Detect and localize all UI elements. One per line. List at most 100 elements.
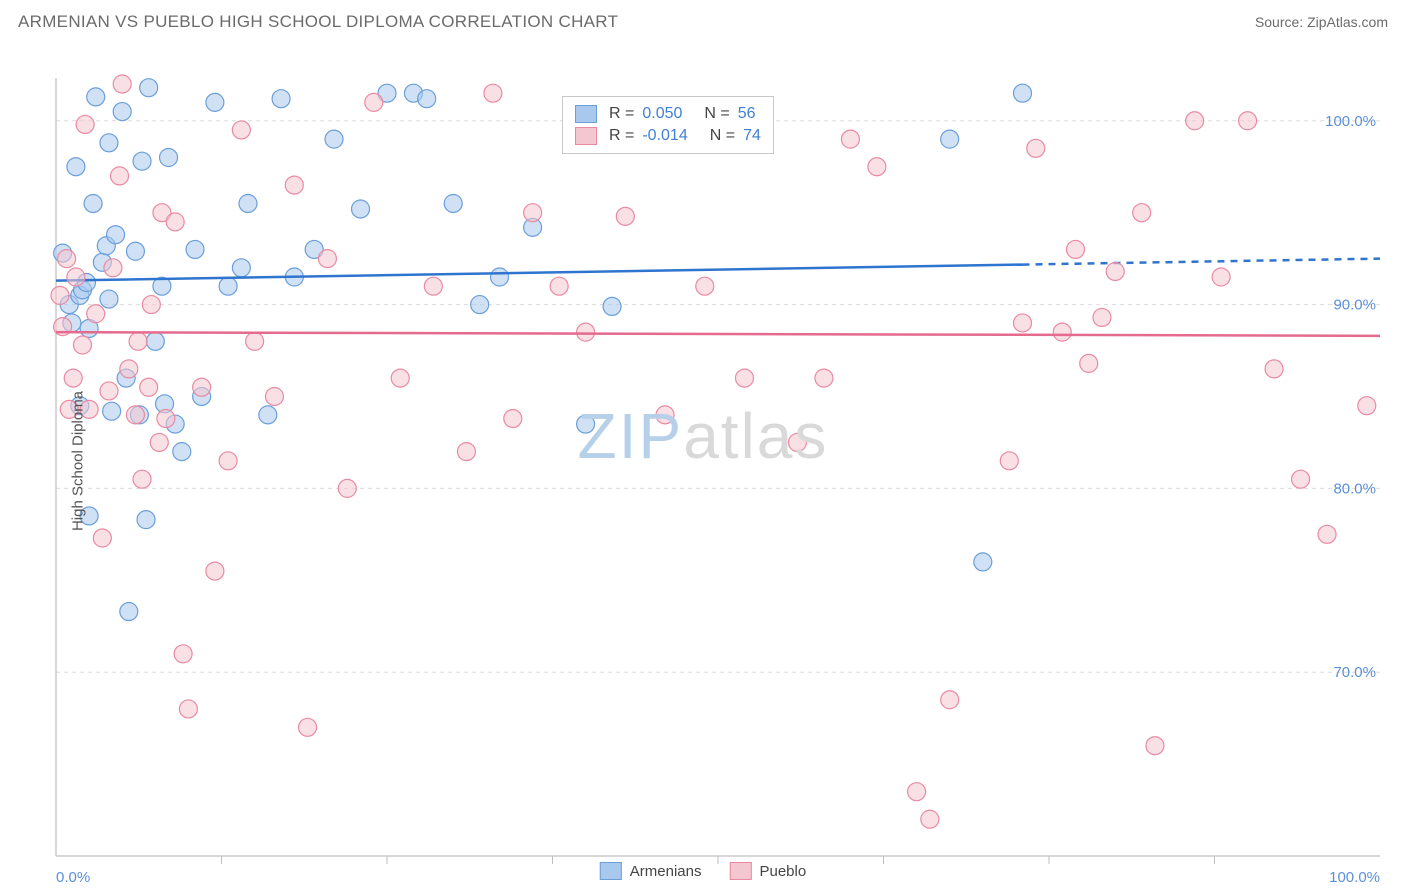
chart-area: High School Diploma 70.0%80.0%90.0%100.0… <box>0 36 1406 886</box>
data-point <box>735 369 753 387</box>
data-point <box>491 268 509 286</box>
data-point <box>325 130 343 148</box>
chart-source: Source: ZipAtlas.com <box>1255 14 1388 30</box>
data-point <box>133 152 151 170</box>
data-point <box>471 296 489 314</box>
data-point <box>232 121 250 139</box>
data-point <box>457 443 475 461</box>
data-point <box>1358 397 1376 415</box>
data-point <box>206 93 224 111</box>
data-point <box>186 240 204 258</box>
data-point <box>107 226 125 244</box>
data-point <box>1146 737 1164 755</box>
data-point <box>616 207 634 225</box>
legend-item: Pueblo <box>729 862 806 880</box>
data-point <box>365 93 383 111</box>
data-point <box>265 387 283 405</box>
data-point <box>788 433 806 451</box>
data-point <box>157 410 175 428</box>
data-point <box>219 277 237 295</box>
data-point <box>1093 308 1111 326</box>
data-point <box>120 603 138 621</box>
stats-legend-box: R = 0.050N =56R =-0.014N =74 <box>562 96 774 154</box>
data-point <box>577 323 595 341</box>
series-legend: Armenians Pueblo <box>600 862 806 880</box>
data-point <box>504 410 522 428</box>
data-point <box>1080 354 1098 372</box>
data-point <box>418 90 436 108</box>
data-point <box>100 382 118 400</box>
data-point <box>142 296 160 314</box>
series-swatch <box>575 127 597 145</box>
data-point <box>941 130 959 148</box>
data-point <box>941 691 959 709</box>
legend-label: Pueblo <box>759 863 806 880</box>
data-point <box>1027 139 1045 157</box>
y-tick-label: 70.0% <box>1333 664 1376 681</box>
data-point <box>1212 268 1230 286</box>
data-point <box>100 134 118 152</box>
data-point <box>338 479 356 497</box>
data-point <box>129 332 147 350</box>
data-point <box>76 115 94 133</box>
x-tick-label: 0.0% <box>56 869 90 886</box>
data-point <box>550 277 568 295</box>
data-point <box>299 718 317 736</box>
data-point <box>1265 360 1283 378</box>
data-point <box>120 360 138 378</box>
data-point <box>444 194 462 212</box>
data-point <box>173 443 191 461</box>
data-point <box>126 242 144 260</box>
data-point <box>67 158 85 176</box>
data-point <box>51 286 69 304</box>
data-point <box>1239 112 1257 130</box>
data-point <box>246 332 264 350</box>
data-point <box>424 277 442 295</box>
data-point <box>146 332 164 350</box>
data-point <box>93 529 111 547</box>
data-point <box>67 268 85 286</box>
data-point <box>908 783 926 801</box>
stat-n-value: 56 <box>738 105 756 123</box>
data-point <box>815 369 833 387</box>
legend-item: Armenians <box>600 862 702 880</box>
y-tick-label: 90.0% <box>1333 297 1376 314</box>
stat-r-value: -0.014 <box>642 127 687 145</box>
data-point <box>232 259 250 277</box>
data-point <box>133 470 151 488</box>
data-point <box>64 369 82 387</box>
data-point <box>100 290 118 308</box>
trend-line-extrapolated <box>1023 259 1380 265</box>
data-point <box>1318 525 1336 543</box>
stats-row: R = -0.014 N = 74 <box>575 125 761 147</box>
stat-r-label: R = <box>609 127 634 145</box>
series-swatch <box>575 105 597 123</box>
data-point <box>111 167 129 185</box>
x-tick-label: 100.0% <box>1329 869 1380 886</box>
data-point <box>391 369 409 387</box>
chart-header: ARMENIAN VS PUEBLO HIGH SCHOOL DIPLOMA C… <box>0 0 1406 36</box>
trend-line <box>56 265 1023 281</box>
data-point <box>1292 470 1310 488</box>
data-point <box>84 194 102 212</box>
data-point <box>1053 323 1071 341</box>
data-point <box>219 452 237 470</box>
legend-label: Armenians <box>630 863 702 880</box>
data-point <box>259 406 277 424</box>
data-point <box>193 378 211 396</box>
data-point <box>140 79 158 97</box>
data-point <box>524 204 542 222</box>
scatter-chart: 70.0%80.0%90.0%100.0%0.0%100.0% <box>0 36 1406 886</box>
data-point <box>179 700 197 718</box>
data-point <box>1066 240 1084 258</box>
data-point <box>352 200 370 218</box>
data-point <box>318 250 336 268</box>
data-point <box>656 406 674 424</box>
data-point <box>484 84 502 102</box>
data-point <box>272 90 290 108</box>
stat-n-value: 74 <box>743 127 761 145</box>
data-point <box>113 103 131 121</box>
stat-n-label: N = <box>710 127 735 145</box>
data-point <box>921 810 939 828</box>
data-point <box>841 130 859 148</box>
